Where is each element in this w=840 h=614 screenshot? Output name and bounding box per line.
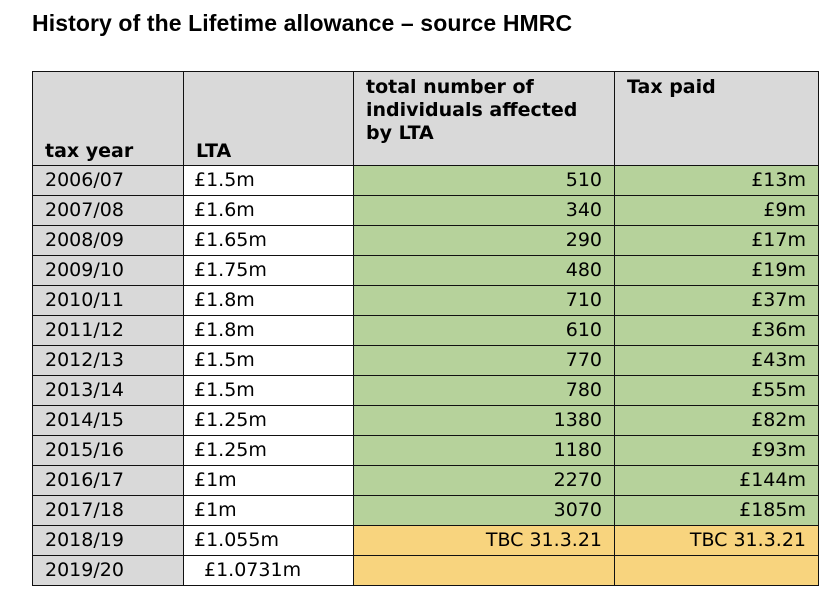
table-row: 2007/08 £1.6m 340 £9m <box>32 195 819 226</box>
page-title: History of the Lifetime allowance – sour… <box>32 10 573 36</box>
table-row: 2008/09 £1.65m 290 £17m <box>32 225 819 256</box>
cell-individuals: 1380 <box>353 405 615 436</box>
cell-tax-year: 2016/17 <box>32 465 184 496</box>
table-row: 2019/20 £1.0731m <box>32 555 819 586</box>
cell-individuals: 780 <box>353 375 615 406</box>
cell-lta: £1.25m <box>183 405 354 436</box>
cell-tax-paid: £37m <box>614 285 819 316</box>
cell-tax-year: 2018/19 <box>32 525 184 556</box>
cell-tax-paid: £19m <box>614 255 819 286</box>
cell-tax-paid: £144m <box>614 465 819 496</box>
cell-tax-year: 2015/16 <box>32 435 184 466</box>
cell-tax-paid: £36m <box>614 315 819 346</box>
cell-tax-year: 2007/08 <box>32 195 184 226</box>
table-row: 2016/17 £1m 2270 £144m <box>32 465 819 496</box>
cell-tax-paid: TBC 31.3.21 <box>614 525 819 556</box>
cell-lta: £1.5m <box>183 345 354 376</box>
cell-individuals: 290 <box>353 225 615 256</box>
cell-tax-year: 2006/07 <box>32 165 184 196</box>
header-tax-year: tax year <box>32 71 184 166</box>
cell-individuals: 510 <box>353 165 615 196</box>
cell-tax-paid: £93m <box>614 435 819 466</box>
cell-individuals: 480 <box>353 255 615 286</box>
cell-tax-paid: £43m <box>614 345 819 376</box>
cell-individuals: 3070 <box>353 495 615 526</box>
table-header-row: tax year LTA total number of individuals… <box>32 71 819 166</box>
table-row: 2018/19 £1.055m TBC 31.3.21 TBC 31.3.21 <box>32 525 819 556</box>
cell-lta: £1.5m <box>183 375 354 406</box>
cell-individuals: 770 <box>353 345 615 376</box>
cell-tax-year: 2013/14 <box>32 375 184 406</box>
cell-tax-paid: £17m <box>614 225 819 256</box>
table-row: 2017/18 £1m 3070 £185m <box>32 495 819 526</box>
cell-tax-year: 2014/15 <box>32 405 184 436</box>
table-row: 2014/15 £1.25m 1380 £82m <box>32 405 819 436</box>
cell-tax-paid: £55m <box>614 375 819 406</box>
cell-tax-paid: £82m <box>614 405 819 436</box>
cell-lta: £1.055m <box>183 525 354 556</box>
cell-lta: £1m <box>183 495 354 526</box>
table-row: 2006/07 £1.5m 510 £13m <box>32 165 819 196</box>
table-row: 2015/16 £1.25m 1180 £93m <box>32 435 819 466</box>
cell-lta: £1.65m <box>183 225 354 256</box>
cell-individuals: TBC 31.3.21 <box>353 525 615 556</box>
cell-tax-paid <box>614 555 819 586</box>
cell-individuals <box>353 555 615 586</box>
cell-tax-year: 2008/09 <box>32 225 184 256</box>
header-individuals: total number of individuals affected by … <box>353 71 615 166</box>
cell-tax-year: 2017/18 <box>32 495 184 526</box>
cell-lta: £1.5m <box>183 165 354 196</box>
cell-individuals: 340 <box>353 195 615 226</box>
cell-lta: £1.25m <box>183 435 354 466</box>
header-tax-paid: Tax paid <box>614 71 819 166</box>
cell-lta: £1.6m <box>183 195 354 226</box>
cell-tax-paid: £13m <box>614 165 819 196</box>
table-row: 2013/14 £1.5m 780 £55m <box>32 375 819 406</box>
cell-lta: £1.8m <box>183 285 354 316</box>
cell-tax-year: 2019/20 <box>32 555 184 586</box>
cell-tax-paid: £9m <box>614 195 819 226</box>
table-row: 2011/12 £1.8m 610 £36m <box>32 315 819 346</box>
cell-lta: £1m <box>183 465 354 496</box>
cell-individuals: 2270 <box>353 465 615 496</box>
lta-history-table: tax year LTA total number of individuals… <box>32 71 819 586</box>
cell-individuals: 710 <box>353 285 615 316</box>
cell-lta: £1.8m <box>183 315 354 346</box>
cell-tax-year: 2011/12 <box>32 315 184 346</box>
table-row: 2010/11 £1.8m 710 £37m <box>32 285 819 316</box>
cell-tax-year: 2009/10 <box>32 255 184 286</box>
table-row: 2009/10 £1.75m 480 £19m <box>32 255 819 286</box>
cell-individuals: 1180 <box>353 435 615 466</box>
header-lta: LTA <box>183 71 354 166</box>
table-row: 2012/13 £1.5m 770 £43m <box>32 345 819 376</box>
cell-tax-year: 2010/11 <box>32 285 184 316</box>
cell-tax-year: 2012/13 <box>32 345 184 376</box>
cell-lta: £1.75m <box>183 255 354 286</box>
cell-tax-paid: £185m <box>614 495 819 526</box>
cell-individuals: 610 <box>353 315 615 346</box>
cell-lta: £1.0731m <box>183 555 354 586</box>
